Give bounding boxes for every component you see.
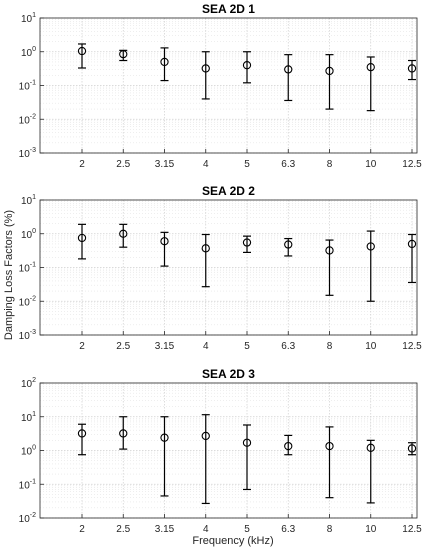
mean-marker [407,64,417,73]
mean-marker [160,237,169,246]
x-axis-label: Frequency (kHz) [192,535,273,547]
mean-marker [242,438,252,447]
x-tick-label: 5 [244,159,250,170]
x-tick-label: 3.15 [155,524,175,535]
y-tick-label: 102 [21,377,36,390]
panel-3: 10-2 10-1 100 101 102 2 2.5 3.15 4 5 6.3 8 10 12.5 SEA… [19,367,423,535]
y-axis-label: Damping Loss Factors (%) [3,210,15,340]
x-tick-label: 10 [365,524,377,535]
panel-title: SEA 2D 1 [202,2,255,16]
x-tick-label: 10 [365,341,377,352]
x-tick-label: 4 [203,159,209,170]
mean-marker [77,429,87,438]
x-tick-label: 4 [203,341,209,352]
y-tick-label: 101 [21,12,36,25]
mean-marker [242,238,252,247]
mean-marker [201,64,210,73]
mean-marker [119,429,128,438]
y-tick-label: 10-2 [19,295,36,308]
axes-frame [39,199,418,336]
y-tick-label: 100 [21,445,36,458]
y-tick-label: 100 [21,46,36,59]
x-tick-label: 6.3 [281,524,295,535]
panel-1: 10-3 10-2 10-1 100 101 2 2.5 3.15 4 5 6.3 8 10 12.5 SE… [19,2,423,170]
y-tick-label: 10-3 [19,147,36,160]
mean-marker [366,443,375,452]
mean-marker [407,444,417,453]
x-tick-label: 12.5 [402,524,422,535]
axes-frame [39,382,418,519]
y-tick-label: 101 [21,411,36,424]
plot-area [40,383,417,518]
mean-marker [284,65,293,74]
mean-marker [325,66,334,76]
mean-marker [160,57,169,67]
x-tick-label: 3.15 [155,341,175,352]
plot-area [40,200,417,335]
mean-marker [366,62,375,72]
panel-title: SEA 2D 2 [202,184,255,198]
panel-2: 10-3 10-2 10-1 100 101 2 2.5 3.15 4 5 6.3 8 10 12.5 SE… [19,184,423,352]
y-tick-label: 10-1 [19,80,36,93]
y-tick-label: 10-1 [19,478,36,491]
y-tick-label: 10-2 [19,512,36,525]
mean-marker [201,431,210,441]
mean-marker [77,46,87,56]
x-tick-label: 5 [244,524,250,535]
x-tick-label: 12.5 [402,341,422,352]
x-tick-label: 6.3 [281,159,295,170]
y-tick-label: 101 [21,194,36,207]
x-tick-label: 5 [244,341,250,352]
x-tick-label: 8 [327,159,333,170]
y-tick-label: 100 [21,228,36,241]
x-tick-label: 2 [79,341,85,352]
mean-marker [325,246,334,255]
x-tick-label: 10 [365,159,377,170]
x-tick-label: 2.5 [116,159,130,170]
mean-marker [366,242,375,251]
x-tick-label: 2.5 [116,524,130,535]
plot-area [40,18,417,153]
mean-marker [160,433,169,442]
mean-marker [325,441,334,451]
mean-marker [284,240,293,249]
panel-title: SEA 2D 3 [202,367,255,381]
mean-marker [242,61,252,70]
x-tick-label: 8 [327,524,333,535]
y-tick-label: 10-3 [19,329,36,342]
y-tick-label: 10-2 [19,113,36,126]
x-tick-label: 3.15 [155,159,175,170]
x-tick-label: 6.3 [281,341,295,352]
x-tick-label: 2 [79,159,85,170]
x-tick-label: 2.5 [116,341,130,352]
mean-marker [284,441,293,451]
mean-marker [77,233,87,243]
mean-marker [119,49,128,59]
axes-frame [39,17,418,154]
mean-marker [407,239,417,249]
mean-marker [201,244,210,253]
x-tick-label: 4 [203,524,209,535]
x-tick-label: 12.5 [402,159,422,170]
x-tick-label: 2 [79,524,85,535]
x-tick-label: 8 [327,341,333,352]
mean-marker [119,229,128,238]
y-tick-label: 10-1 [19,262,36,275]
